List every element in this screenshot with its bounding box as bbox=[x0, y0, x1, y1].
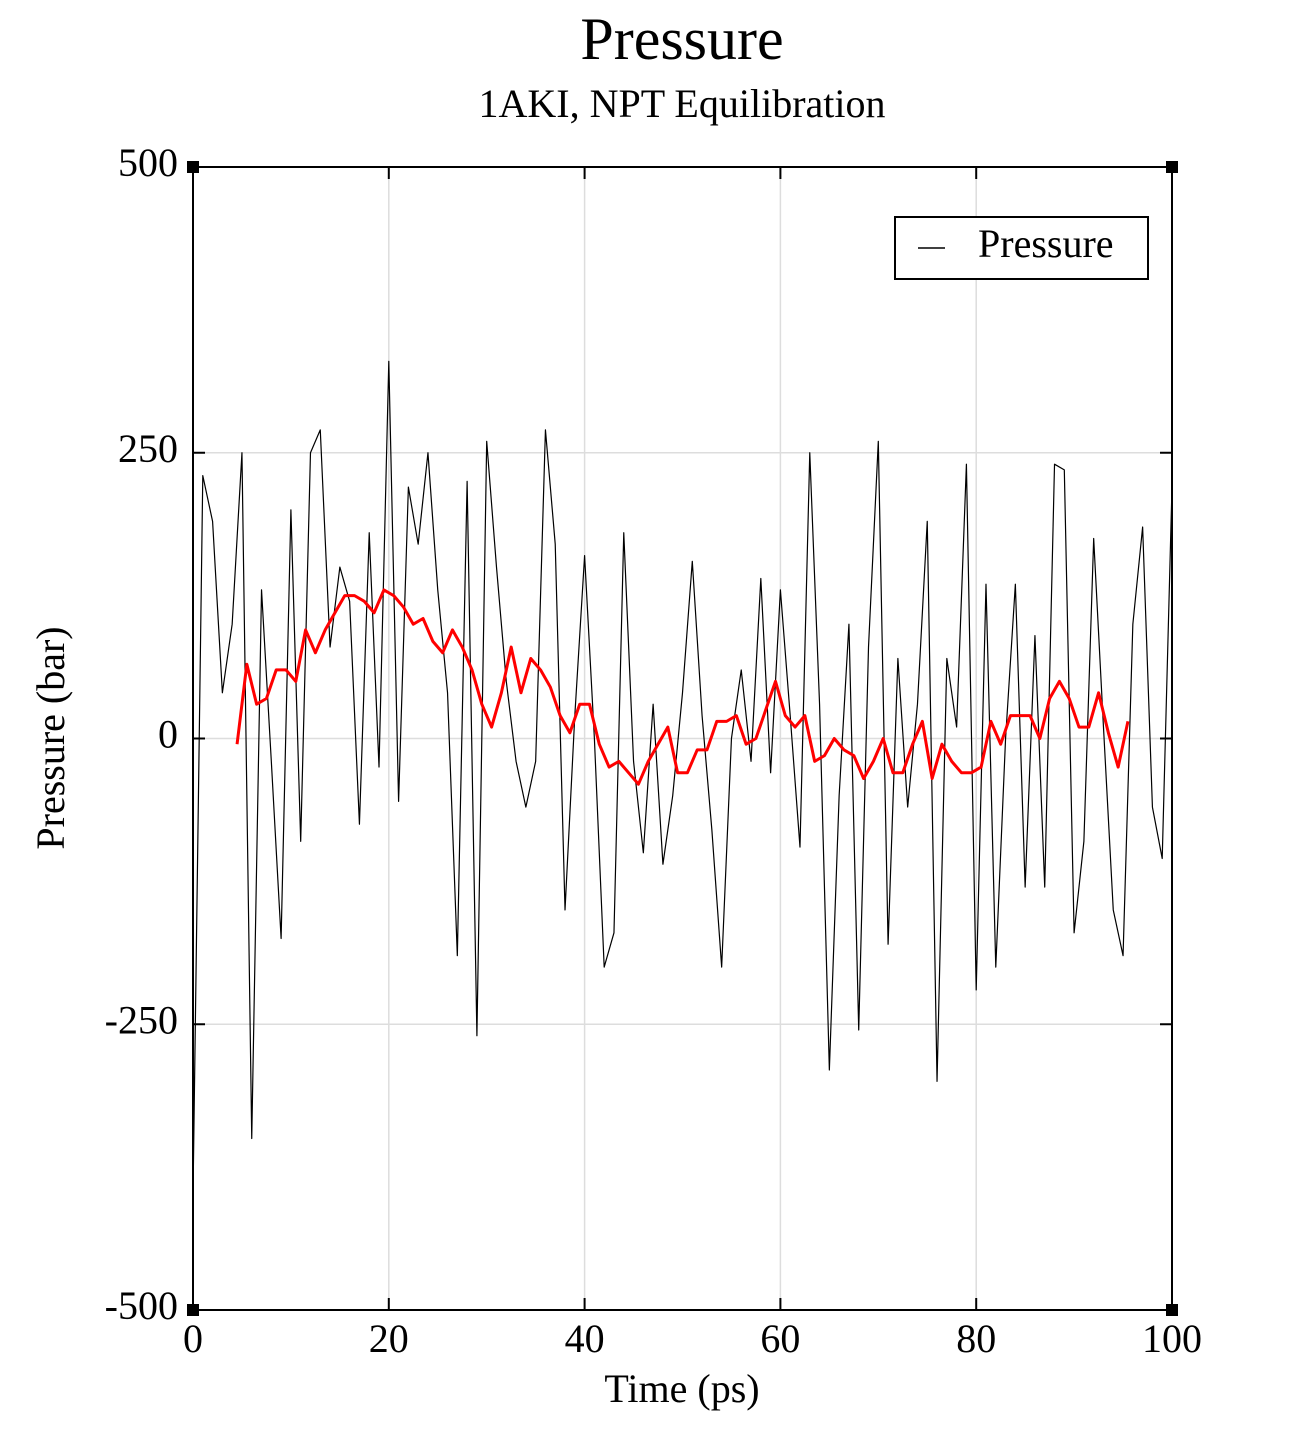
y-tick-label: 250 bbox=[118, 426, 178, 471]
x-tick-label: 20 bbox=[369, 1316, 409, 1361]
x-tick-label: 60 bbox=[760, 1316, 800, 1361]
corner-handle bbox=[1166, 161, 1178, 173]
x-tick-label: 80 bbox=[956, 1316, 996, 1361]
y-tick-label: -500 bbox=[105, 1283, 178, 1328]
corner-handle bbox=[187, 1304, 199, 1316]
legend-box bbox=[894, 216, 1149, 280]
x-tick-label: 100 bbox=[1142, 1316, 1202, 1361]
plot-lines bbox=[192, 360, 1173, 1196]
series-line bbox=[235, 588, 1130, 786]
y-tick-label: 0 bbox=[158, 712, 178, 757]
chart-subtitle: 1AKI, NPT Equilibration bbox=[478, 81, 885, 126]
series-line bbox=[192, 360, 1173, 1196]
x-axis-label: Time (ps) bbox=[604, 1366, 759, 1411]
plot-frame bbox=[192, 166, 1173, 1311]
legend: Pressure bbox=[894, 216, 1149, 280]
x-tick-label: 0 bbox=[183, 1316, 203, 1361]
corner-handle bbox=[187, 161, 199, 173]
x-tick-label: 40 bbox=[565, 1316, 605, 1361]
chart-title: Pressure bbox=[580, 6, 783, 72]
y-tick-label: 500 bbox=[118, 140, 178, 185]
legend-label: Pressure bbox=[978, 221, 1114, 266]
y-axis-label: Pressure (bar) bbox=[28, 626, 73, 849]
corner-handle bbox=[1166, 1304, 1178, 1316]
y-tick-label: -250 bbox=[105, 997, 178, 1042]
grid bbox=[192, 166, 1173, 1311]
